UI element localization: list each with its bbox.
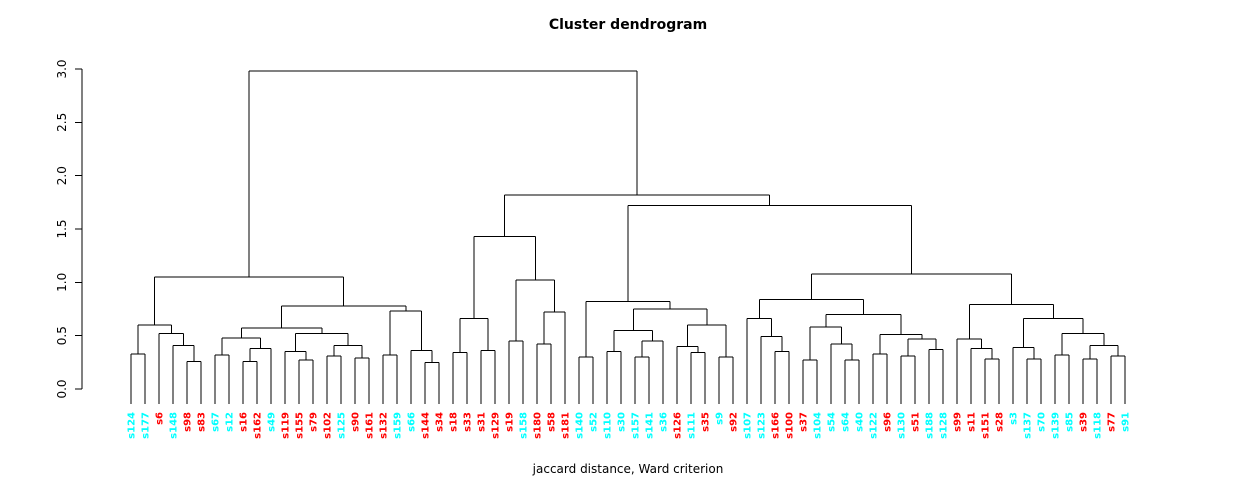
leaf-labels: s124 s177 s6 s148 s98 s83 s67 s12 s16 s162 s49 s119… [127,412,1132,439]
leaf-label: s66 [407,412,418,432]
leaf-label: s118 [1093,412,1104,439]
leaf-label: s12 [225,412,236,432]
dendrogram-tree [130,70,1126,404]
leaf-label: s119 [281,412,292,439]
leaf-label: s70 [1037,412,1048,432]
leaf-label: s36 [659,412,670,432]
leaf-label: s77 [1107,412,1118,432]
leaf-label: s37 [799,412,810,432]
leaf-label: s137 [1023,412,1034,439]
y-axis-tick-label: 3.0 [55,59,69,78]
leaf-label: s102 [323,412,334,439]
x-axis-label: jaccard distance, Ward criterion [532,462,724,476]
leaf-label: s16 [239,412,250,432]
leaf-label: s33 [463,412,474,432]
leaf-label: s90 [351,412,362,432]
leaf-label: s30 [617,412,628,432]
leaf-label: s141 [645,412,656,439]
y-axis-tick-label: 1.0 [55,273,69,292]
leaf-label: s151 [981,412,992,439]
leaf-label: s39 [1079,412,1090,432]
leaf-label: s181 [561,412,572,439]
leaf-label: s107 [743,412,754,439]
leaf-label: s19 [505,412,516,432]
leaf-label: s58 [547,412,558,432]
leaf-label: s104 [813,412,824,439]
leaf-label: s166 [771,412,782,439]
chart-title: Cluster dendrogram [549,17,707,33]
leaf-label: s188 [925,412,936,439]
leaf-label: s126 [673,412,684,439]
leaf-label: s96 [883,412,894,432]
leaf-label: s9 [715,412,726,425]
leaf-label: s157 [631,412,642,439]
leaf-label: s110 [603,412,614,439]
leaf-label: s132 [379,412,390,439]
leaf-label: s99 [953,412,964,432]
leaf-label: s128 [939,412,950,439]
leaf-label: s158 [519,412,530,439]
leaf-label: s51 [911,412,922,432]
leaf-label: s159 [393,412,404,439]
leaf-label: s31 [477,412,488,432]
leaf-label: s129 [491,412,502,439]
leaf-label: s28 [995,412,1006,432]
leaf-label: s83 [197,412,208,432]
leaf-label: s35 [701,412,712,432]
leaf-label: s52 [589,412,600,432]
leaf-label: s155 [295,412,306,439]
leaf-label: s6 [155,412,166,425]
leaf-label: s54 [827,412,838,432]
leaf-label: s100 [785,412,796,439]
y-axis-tick-label: 2.5 [55,113,69,132]
leaf-label: s98 [183,412,194,432]
leaf-label: s3 [1009,412,1020,425]
leaf-label: s67 [211,412,222,432]
leaf-label: s148 [169,412,180,439]
leaf-label: s130 [897,412,908,439]
leaf-label: s49 [267,412,278,432]
leaf-label: s85 [1065,412,1076,432]
leaf-label: s140 [575,412,586,439]
leaf-label: s180 [533,412,544,439]
leaf-label: s64 [841,412,852,432]
y-axis-tick-label: 2.0 [55,166,69,185]
leaf-label: s79 [309,412,320,432]
leaf-label: s125 [337,412,348,439]
leaf-label: s144 [421,412,432,439]
leaf-label: s122 [869,412,880,439]
leaf-label: s124 [127,412,138,439]
leaf-label: s161 [365,412,376,439]
leaf-label: s111 [687,412,698,439]
y-axis: 0.0 0.5 1.0 1.5 2.0 2.5 3.0 [55,59,83,399]
leaf-label: s40 [855,412,866,432]
leaf-label: s11 [967,412,978,432]
leaf-label: s91 [1121,412,1132,432]
y-axis-tick-label: 0.5 [55,326,69,345]
leaf-label: s139 [1051,412,1062,439]
leaf-label: s123 [757,412,768,439]
y-axis-tick-label: 1.5 [55,219,69,238]
y-axis-tick-label: 0.0 [55,379,69,398]
leaf-label: s177 [141,412,152,439]
leaf-label: s162 [253,412,264,439]
leaf-label: s92 [729,412,740,432]
leaf-label: s18 [449,412,460,432]
leaf-label: s34 [435,412,446,432]
